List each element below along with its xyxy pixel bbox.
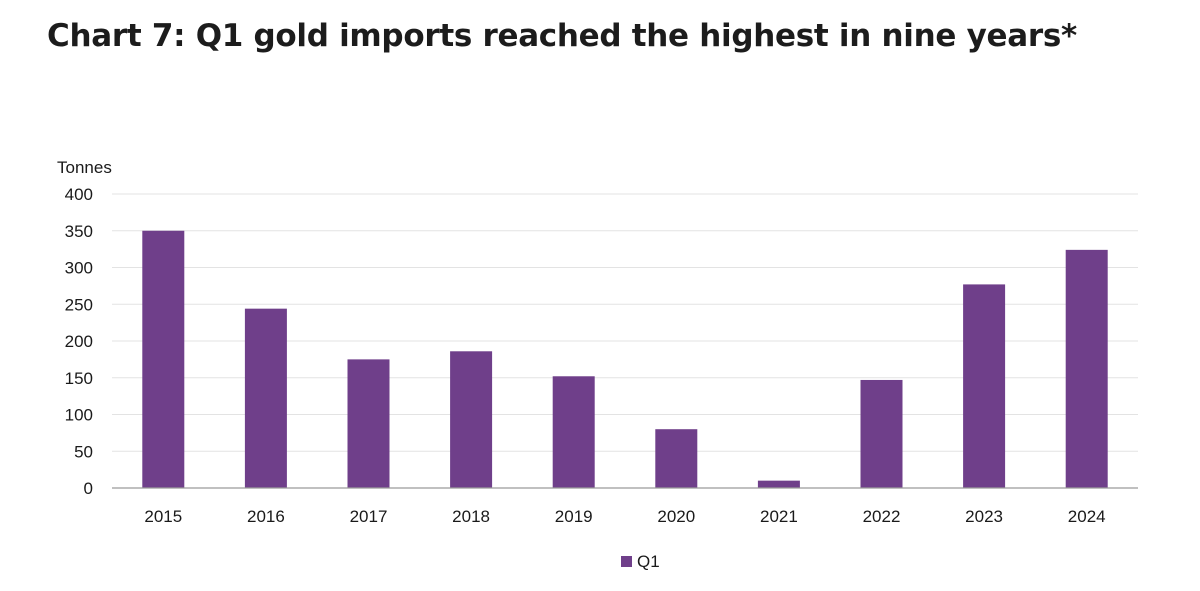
bar	[655, 429, 698, 488]
bar	[244, 308, 287, 488]
y-tick-label: 200	[65, 332, 93, 351]
y-tick-label: 150	[65, 369, 93, 388]
y-tick-label: 300	[65, 259, 93, 278]
bar	[347, 359, 390, 488]
y-tick-labels: 0 50 100 150 200 250 300 350 400	[65, 185, 93, 498]
bars	[142, 230, 1108, 488]
x-tick-label: 2015	[144, 507, 182, 526]
legend-label: Q1	[637, 552, 660, 571]
x-tick-label: 2021	[760, 507, 798, 526]
y-tick-label: 350	[65, 222, 93, 241]
bar	[963, 284, 1006, 488]
x-tick-label: 2020	[657, 507, 695, 526]
bar	[757, 480, 800, 488]
x-tick-label: 2024	[1068, 507, 1106, 526]
x-tick-label: 2023	[965, 507, 1003, 526]
bar	[552, 376, 595, 488]
x-tick-label: 2016	[247, 507, 285, 526]
bar	[142, 230, 185, 488]
x-tick-label: 2022	[863, 507, 901, 526]
y-axis-label: Tonnes	[57, 158, 112, 177]
y-tick-label: 250	[65, 295, 93, 314]
y-tick-label: 50	[74, 442, 93, 461]
legend-swatch	[621, 556, 632, 567]
bar	[450, 351, 493, 488]
x-tick-label: 2019	[555, 507, 593, 526]
x-tick-label: 2018	[452, 507, 490, 526]
legend: Q1	[621, 552, 660, 571]
bar	[1065, 249, 1108, 488]
bar	[860, 379, 903, 488]
y-tick-label: 100	[65, 406, 93, 425]
x-tick-labels: 2015 2016 2017 2018 2019 2020 2021 2022 2023 2024	[144, 507, 1105, 526]
y-tick-label: 400	[65, 185, 93, 204]
y-tick-label: 0	[84, 479, 93, 498]
x-tick-label: 2017	[350, 507, 388, 526]
chart-title: Chart 7: Q1 gold imports reached the hig…	[47, 18, 1077, 54]
